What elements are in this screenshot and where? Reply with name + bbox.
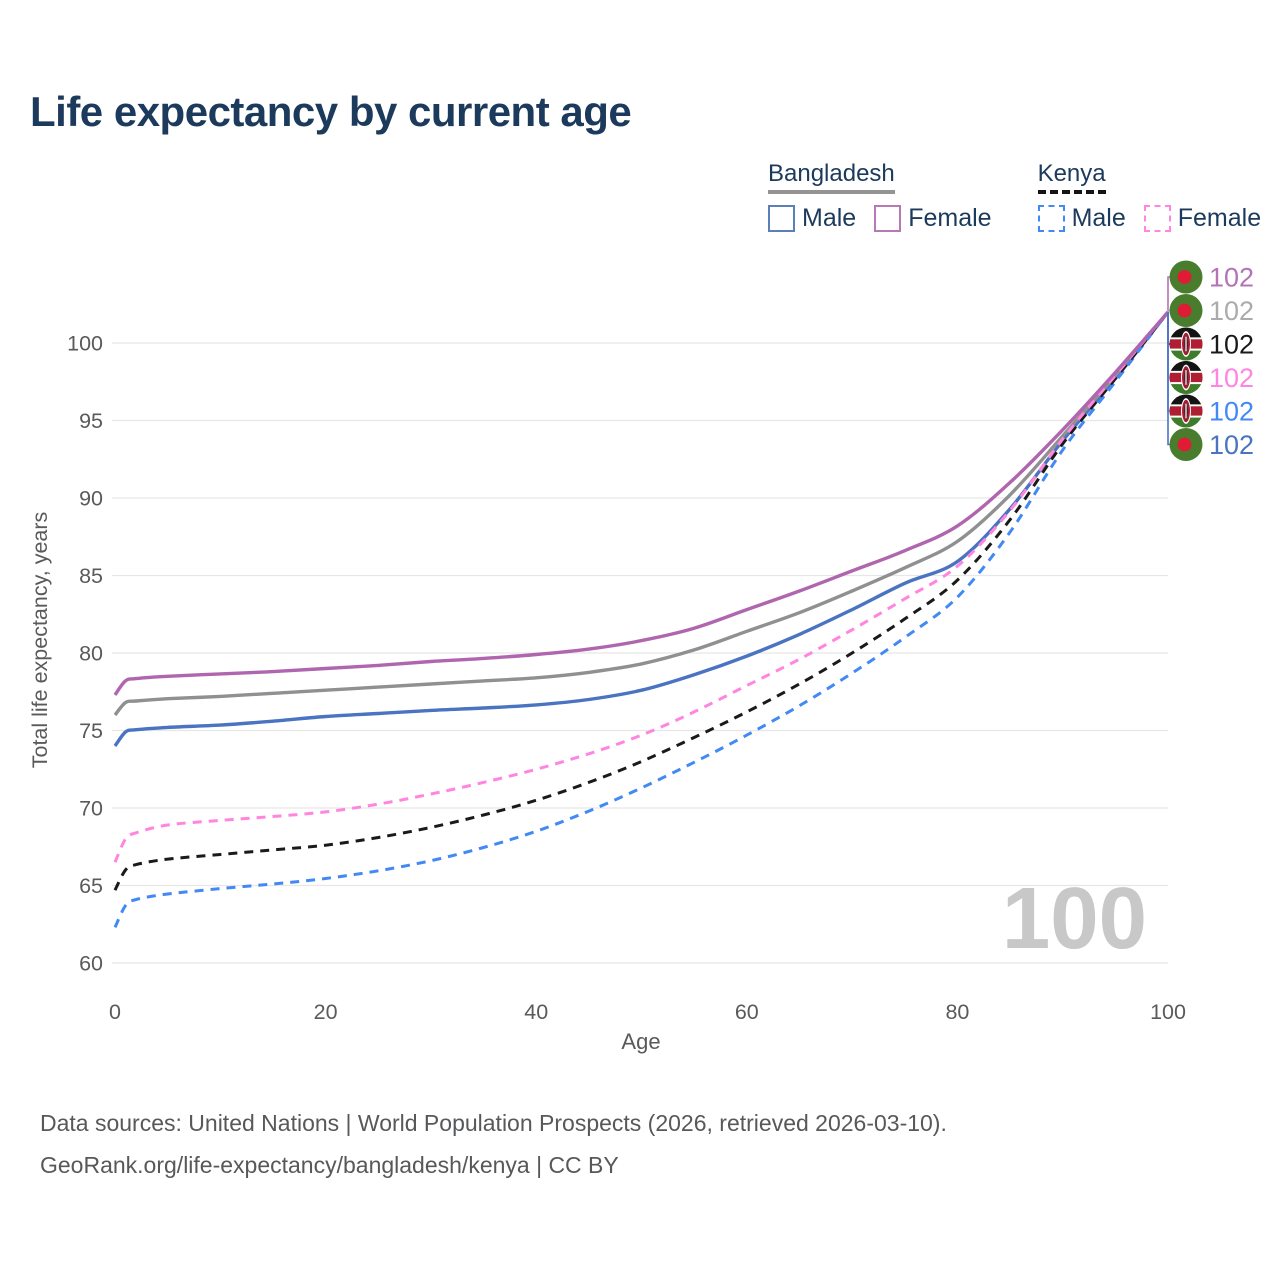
series-line-kenya-female bbox=[113, 311, 1170, 863]
bangladesh-male-checkbox[interactable] bbox=[768, 205, 795, 232]
legend-label-bangladesh-male: Male bbox=[802, 204, 857, 232]
series-line-kenya-male bbox=[113, 311, 1170, 929]
end-value-label-bangladesh-male: 102 bbox=[1209, 430, 1254, 460]
x-tick-label-80: 80 bbox=[945, 1000, 969, 1024]
y-tick-label-70: 70 bbox=[79, 797, 103, 821]
bangladesh-flag-icon bbox=[1169, 428, 1203, 461]
legend: Bangladesh Male Female Kenya Male bbox=[768, 160, 1279, 233]
legend-group-bangladesh: Bangladesh Male Female bbox=[768, 160, 1010, 233]
legend-group-kenya: Kenya Male Female bbox=[1037, 160, 1280, 233]
y-tick-label-60: 60 bbox=[79, 952, 103, 976]
bangladesh-female-checkbox[interactable] bbox=[874, 205, 902, 232]
y-tick-label-65: 65 bbox=[79, 874, 103, 898]
page-title: Life expectancy by current age bbox=[30, 88, 632, 135]
kenya-flag-icon bbox=[1169, 361, 1203, 394]
x-tick-label-40: 40 bbox=[524, 1000, 548, 1024]
y-tick-label-75: 75 bbox=[79, 719, 103, 743]
bangladesh-flag-icon bbox=[1169, 260, 1203, 294]
kenya-flag-icon bbox=[1169, 394, 1203, 428]
kenya-flag-icon bbox=[1169, 327, 1203, 361]
kenya-male-checkbox[interactable] bbox=[1037, 205, 1065, 232]
series-line-kenya-both-sexes bbox=[113, 311, 1170, 891]
legend-label-bangladesh-female: Female bbox=[908, 204, 992, 232]
end-value-label-bangladesh-female: 102 bbox=[1209, 263, 1254, 293]
x-tick-label-60: 60 bbox=[735, 1000, 759, 1024]
legend-item-bangladesh-female[interactable]: Female bbox=[874, 204, 992, 233]
series-line-bangladesh-female bbox=[113, 310, 1170, 696]
x-tick-label-0: 0 bbox=[109, 1000, 121, 1024]
data-sources-line: Data sources: United Nations | World Pop… bbox=[40, 1110, 947, 1136]
y-tick-label-95: 95 bbox=[79, 409, 103, 433]
legend-items-bangladesh: Male Female bbox=[768, 204, 1010, 233]
x-axis-title: Age bbox=[621, 1029, 660, 1054]
y-tick-label-80: 80 bbox=[79, 642, 103, 666]
legend-title-kenya[interactable]: Kenya bbox=[1037, 160, 1106, 194]
bangladesh-flag-icon bbox=[1169, 294, 1203, 327]
end-value-label-kenya-female: 102 bbox=[1209, 363, 1254, 393]
kenya-female-checkbox[interactable] bbox=[1143, 205, 1171, 232]
legend-title-bangladesh[interactable]: Bangladesh bbox=[768, 160, 895, 194]
legend-item-bangladesh-male[interactable]: Male bbox=[768, 204, 856, 233]
x-tick-label-100: 100 bbox=[1150, 1000, 1186, 1024]
end-value-label-bangladesh-both-sexes: 102 bbox=[1209, 296, 1254, 326]
legend-items-kenya: Male Female bbox=[1037, 204, 1280, 233]
legend-label-kenya-male: Male bbox=[1071, 204, 1126, 232]
x-tick-label-20: 20 bbox=[314, 1000, 338, 1024]
y-axis-title: Total life expectancy, years bbox=[28, 512, 52, 769]
end-value-label-kenya-both-sexes: 102 bbox=[1209, 330, 1254, 360]
series-line-bangladesh-male bbox=[113, 310, 1170, 748]
age-watermark: 100 bbox=[1002, 870, 1147, 967]
end-value-label-kenya-male: 102 bbox=[1209, 397, 1254, 427]
legend-label-kenya-female: Female bbox=[1177, 204, 1262, 232]
attribution-line: GeoRank.org/life-expectancy/bangladesh/k… bbox=[40, 1152, 619, 1178]
legend-item-kenya-female[interactable]: Female bbox=[1143, 204, 1262, 233]
source-footer: Data sources: United Nations | World Pop… bbox=[40, 1102, 947, 1186]
legend-item-kenya-male[interactable]: Male bbox=[1037, 204, 1126, 233]
y-tick-label-90: 90 bbox=[79, 487, 103, 511]
series-line-bangladesh-both-sexes bbox=[113, 310, 1170, 717]
y-tick-label-85: 85 bbox=[79, 564, 103, 588]
y-tick-label-100: 100 bbox=[67, 332, 103, 356]
